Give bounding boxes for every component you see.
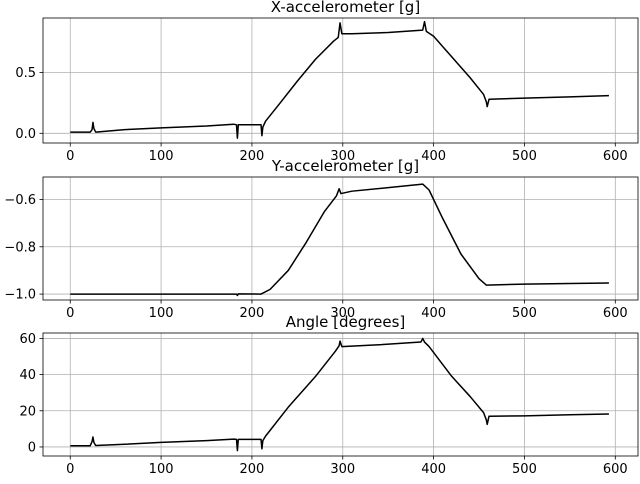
- y-accel-xtick-label-2: 200: [240, 306, 265, 321]
- angle-series-line-0: [70, 337, 609, 452]
- angle-xtick-label-4: 400: [421, 462, 446, 477]
- angle-axes-frame: [42, 332, 639, 457]
- y-accel-title: Y-accelerometer [g]: [271, 157, 419, 175]
- x-accel-xtick-label-5: 500: [512, 149, 537, 164]
- x-accel-panel: 0 100 200 300 400 500 600 0.0 0.5 X-accelerometer…: [15, 0, 639, 164]
- x-accel-xtick-label-6: 600: [603, 149, 628, 164]
- angle-xtick-label-2: 200: [240, 462, 265, 477]
- x-accel-axes-frame: [42, 17, 639, 144]
- x-accel-xtick-label-3: 300: [330, 149, 355, 164]
- x-accel-ytick-label-0: 0.0: [15, 127, 36, 142]
- y-accel-xtick-label-0: 0: [66, 306, 74, 321]
- x-accel-xtick-label-1: 100: [149, 149, 174, 164]
- y-accel-xtick-label-4: 400: [421, 306, 446, 321]
- x-accel-ytick-label-1: 0.5: [15, 66, 36, 81]
- y-accel-xtick-label-5: 500: [512, 306, 537, 321]
- angle-ytick-label-1: 20: [19, 404, 36, 419]
- angle-xtick-label-5: 500: [512, 462, 537, 477]
- x-accel-xtick-label-4: 400: [421, 149, 446, 164]
- y-accel-xtick-label-3: 300: [330, 306, 355, 321]
- y-accel-xtick-label-6: 600: [603, 306, 628, 321]
- x-accel-series-line-0: [70, 20, 609, 139]
- angle-xtick-label-0: 0: [66, 462, 74, 477]
- y-accel-ytick-label-1: −0.8: [4, 240, 36, 255]
- angle-ytick-label-3: 60: [19, 332, 36, 347]
- angle-xtick-label-6: 600: [603, 462, 628, 477]
- angle-xtick-label-3: 300: [330, 462, 355, 477]
- angle-panel: 0 100 200 300 400 500 600 0 20 40 60 Angle [degrees…: [19, 313, 639, 477]
- y-accel-xtick-label-1: 100: [149, 306, 174, 321]
- x-accel-xtick-label-2: 200: [240, 149, 265, 164]
- y-accel-ytick-label-0: −1.0: [4, 288, 36, 303]
- y-accel-series-line-0: [70, 183, 609, 297]
- angle-xtick-label-1: 100: [149, 462, 174, 477]
- y-accel-axes-frame: [42, 176, 639, 301]
- angle-ytick-label-0: 0: [28, 440, 36, 455]
- y-accel-panel: 0 100 200 300 400 500 600 −1.0 −0.8 −0.6 Y-acceler…: [4, 157, 639, 321]
- angle-ytick-label-2: 40: [19, 368, 36, 383]
- y-accel-ytick-label-2: −0.6: [4, 193, 36, 208]
- x-accel-title: X-accelerometer [g]: [271, 0, 420, 16]
- angle-title: Angle [degrees]: [286, 313, 406, 331]
- x-accel-xtick-label-0: 0: [66, 149, 74, 164]
